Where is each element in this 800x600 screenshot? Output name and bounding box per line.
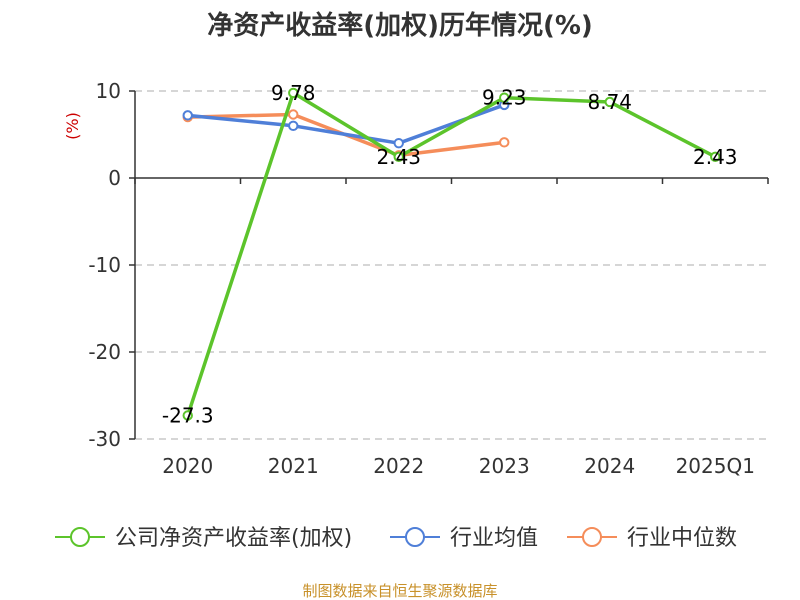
- legend-item-label[interactable]: 行业均值: [450, 526, 538, 551]
- data-label: 9.23: [482, 86, 527, 110]
- data-label: 2.43: [693, 145, 738, 169]
- data-label: 8.74: [587, 90, 632, 114]
- data-point-series-0: [604, 96, 615, 108]
- series-line-0: [186, 91, 717, 417]
- x-tick-label: 2020: [162, 454, 213, 478]
- data-label: -27.3: [162, 404, 214, 428]
- data-label: 2.43: [376, 145, 421, 169]
- x-tick-label: 2024: [584, 454, 635, 478]
- data-point-series-0: [710, 151, 721, 163]
- legend[interactable]: 公司净资产收益率(加权) 行业均值 行业中位数: [55, 526, 737, 551]
- y-tick-label: -20: [88, 340, 121, 364]
- legend-item-label[interactable]: 行业中位数: [627, 526, 737, 551]
- data-labels: -27.3 9.78 2.43 9.23 8.74 2.43: [162, 81, 738, 428]
- legend-item-label[interactable]: 公司净资产收益率(加权): [115, 526, 352, 551]
- data-point-series-1: [288, 120, 299, 132]
- legend-swatch-marker[interactable]: [70, 527, 90, 547]
- data-point-series-2: [499, 137, 510, 148]
- data-point-series-0: [393, 151, 404, 163]
- data-point-series-0: [499, 92, 510, 103]
- data-point-series-0: [288, 87, 299, 99]
- legend-swatch-marker[interactable]: [405, 527, 425, 547]
- data-point-series-1: [182, 110, 193, 121]
- x-tick-label: 2025Q1: [676, 454, 755, 478]
- series-line-1: [187, 103, 505, 145]
- data-point-series-2: [288, 109, 299, 120]
- source-note: 制图数据来自恒生聚源数据库: [302, 582, 497, 600]
- grid-lines: [135, 90, 768, 440]
- legend-swatch-marker[interactable]: [582, 527, 602, 547]
- x-tick-label: 2023: [479, 454, 530, 478]
- data-point-series-0: [182, 410, 193, 421]
- data-label: 9.78: [271, 81, 316, 105]
- y-axis-unit: (%): [63, 112, 82, 140]
- y-tick-label: -30: [88, 427, 121, 451]
- y-tick-label: -10: [88, 253, 121, 277]
- y-tick-label: 10: [96, 79, 121, 103]
- axes: 10 0 -10 -20 -30 2020 2021 2022 2023 2024 2025Q1: [88, 79, 769, 478]
- x-tick-label: 2022: [373, 454, 424, 478]
- y-tick-label: 0: [108, 166, 121, 190]
- data-point-series-1: [393, 138, 404, 149]
- x-tick-label: 2021: [268, 454, 319, 478]
- series-lines: [182, 87, 721, 421]
- chart-title: 净资产收益率(加权)历年情况(%): [207, 10, 593, 41]
